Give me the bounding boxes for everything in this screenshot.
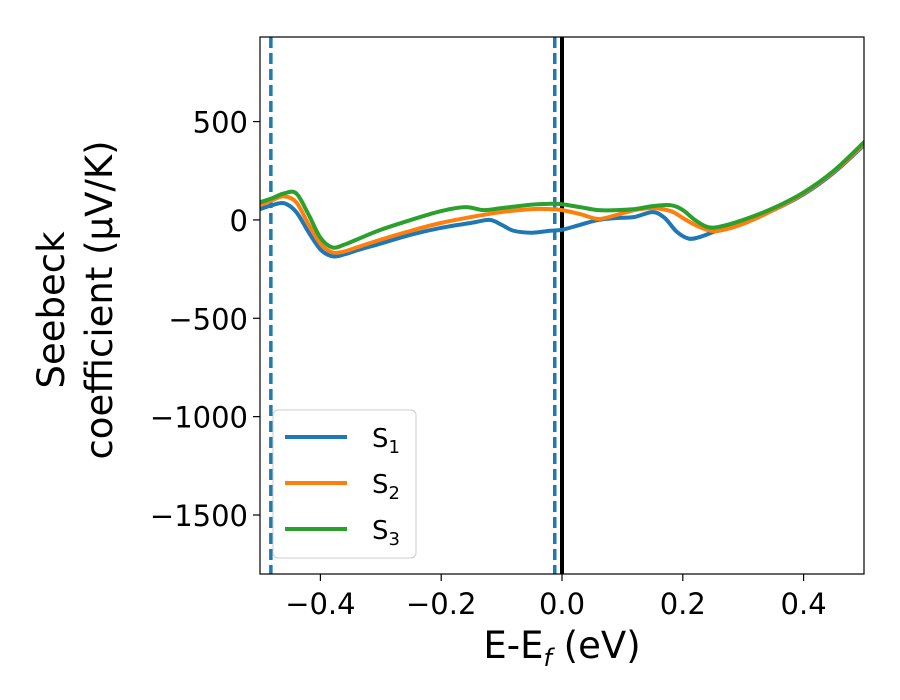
series-line-s2 bbox=[260, 142, 864, 255]
x-tick-label: 0.4 bbox=[781, 587, 827, 621]
x-tick-label: 0.0 bbox=[539, 587, 585, 621]
x-tick-label: 0.2 bbox=[660, 587, 706, 621]
legend-label-s3: S3 bbox=[372, 516, 400, 550]
y-tick-label: −1000 bbox=[150, 401, 248, 435]
series-lines bbox=[260, 140, 864, 259]
x-axis-label-unit: (eV) bbox=[552, 624, 641, 667]
y-axis-label-line1: Seebeck bbox=[30, 231, 73, 389]
x-tick-label: −0.4 bbox=[285, 587, 355, 621]
legend-label-s2: S2 bbox=[372, 470, 400, 504]
y-tick-label: −1500 bbox=[150, 499, 248, 533]
x-tick-label: −0.2 bbox=[406, 587, 476, 621]
y-axis-label-line2: coefficient (μV/K) bbox=[78, 140, 121, 459]
y-tick-label: 500 bbox=[193, 106, 248, 140]
y-axis-ticks: 500 0 −500 −1000 −1500 bbox=[150, 106, 260, 533]
x-axis-ticks: −0.4 −0.2 0.0 0.2 0.4 bbox=[285, 574, 827, 621]
x-axis-label: E-Ef (eV) bbox=[483, 624, 640, 672]
legend-label-s1: S1 bbox=[372, 424, 400, 458]
y-tick-label: −500 bbox=[168, 302, 248, 336]
series-line-s3 bbox=[260, 140, 864, 250]
y-tick-label: 0 bbox=[230, 204, 248, 238]
vertical-lines bbox=[269, 37, 564, 574]
x-axis-label-main: E-E bbox=[483, 624, 543, 667]
series-line-s1 bbox=[260, 143, 864, 259]
legend: S1 S2 S3 bbox=[272, 409, 417, 559]
